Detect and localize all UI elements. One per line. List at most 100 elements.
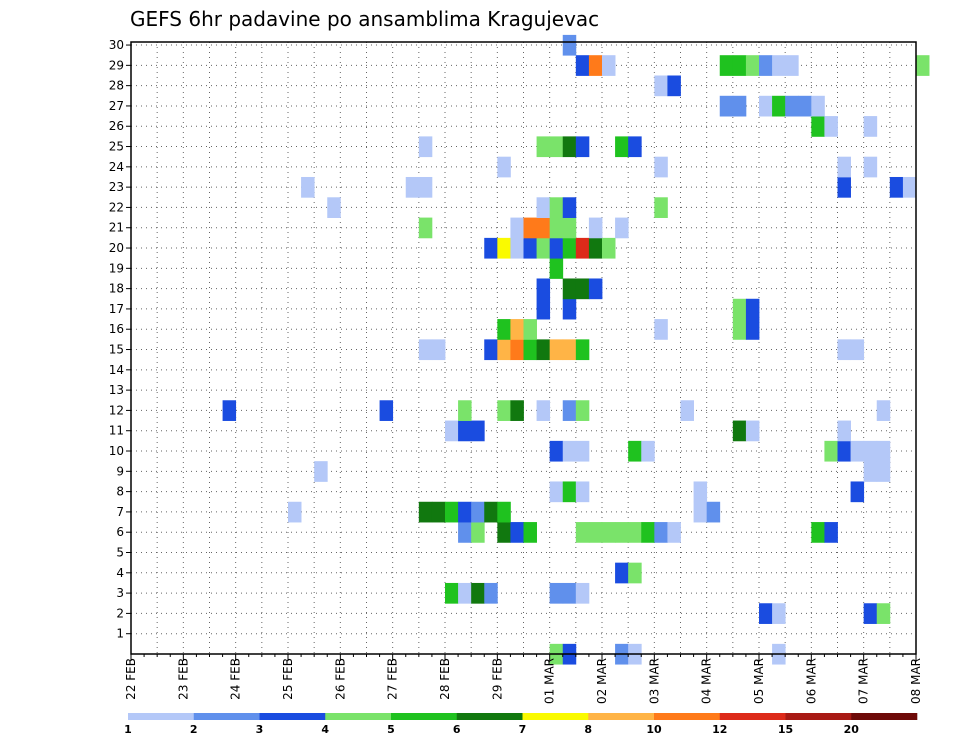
data-cell <box>497 501 511 523</box>
data-cell <box>745 420 760 442</box>
data-cell <box>510 319 524 340</box>
data-cell <box>575 55 590 76</box>
data-cell <box>732 95 747 117</box>
data-cell <box>628 562 642 584</box>
y-tick-label: 24 <box>109 160 124 174</box>
y-tick-label: 22 <box>109 200 124 214</box>
x-tick-label: 22 FEB <box>124 658 138 700</box>
data-cell <box>562 278 577 300</box>
data-cell <box>837 176 851 198</box>
data-cell <box>471 582 485 604</box>
data-cell <box>471 522 485 543</box>
x-tick-label: 06 MAR <box>804 658 818 704</box>
data-cell <box>732 55 747 76</box>
legend-label: 3 <box>256 723 264 736</box>
x-tick-label: 23 FEB <box>176 658 190 700</box>
data-cell <box>536 400 551 421</box>
data-cell <box>863 440 878 462</box>
data-cell <box>327 197 341 218</box>
data-cell <box>615 136 629 158</box>
data-cell <box>510 237 524 259</box>
x-tick-label: 05 MAR <box>752 658 766 704</box>
data-cell <box>811 95 825 117</box>
data-cell <box>876 461 891 482</box>
data-cell <box>575 522 590 543</box>
y-tick-label: 3 <box>116 586 124 600</box>
data-cell <box>575 582 590 604</box>
data-cell <box>445 501 459 523</box>
data-cell <box>549 237 564 259</box>
data-cell <box>654 197 668 218</box>
data-cell <box>549 136 564 158</box>
data-cell <box>549 481 564 503</box>
data-cell <box>772 55 786 76</box>
data-cell <box>863 116 878 137</box>
y-tick-label: 10 <box>109 444 124 458</box>
data-cell <box>536 237 551 259</box>
y-tick-label: 1 <box>116 627 124 641</box>
legend-swatch <box>785 713 852 720</box>
legend-label: 7 <box>519 723 527 736</box>
x-tick-label: 02 MAR <box>595 658 609 704</box>
data-cell <box>497 522 511 543</box>
legend-label: 8 <box>584 723 592 736</box>
color-legend: 1 2 3 4 5 6 7 8 10 12 15 20 <box>124 713 918 736</box>
y-tick-label: 28 <box>109 79 124 93</box>
data-cell <box>588 522 603 543</box>
data-cell <box>418 217 433 239</box>
data-cell <box>497 400 511 421</box>
data-cell <box>837 156 851 178</box>
data-cell <box>850 339 865 361</box>
x-tick-label: 03 MAR <box>647 658 661 704</box>
data-cell <box>484 501 498 523</box>
data-cell <box>301 176 315 198</box>
y-tick-label: 9 <box>116 464 124 478</box>
data-cell <box>693 501 708 523</box>
data-cell <box>641 522 655 543</box>
legend-label: 1 <box>124 723 132 736</box>
data-cell <box>418 501 433 523</box>
data-cell <box>641 440 655 462</box>
data-cell <box>549 339 564 361</box>
legend-swatch <box>456 713 523 720</box>
data-cell <box>575 136 590 158</box>
y-tick-label: 12 <box>109 403 124 417</box>
data-cell <box>916 55 930 76</box>
data-cell <box>458 522 472 543</box>
data-cell <box>510 217 524 239</box>
data-cell <box>523 217 537 239</box>
data-cell <box>471 501 485 523</box>
y-tick-label: 6 <box>116 525 124 539</box>
legend-label: 4 <box>321 723 329 736</box>
data-cell <box>693 481 708 503</box>
data-cell <box>484 237 498 259</box>
data-cell <box>876 400 891 421</box>
data-cell <box>719 55 734 76</box>
legend-swatch <box>522 713 589 720</box>
data-cell <box>772 95 786 117</box>
data-cell <box>798 95 812 117</box>
data-cell <box>288 501 302 523</box>
data-cell <box>706 501 721 523</box>
data-cell <box>523 319 537 340</box>
x-tick-label: 27 FEB <box>386 658 400 700</box>
data-cell <box>549 440 564 462</box>
data-cell <box>405 176 420 198</box>
data-cell <box>824 522 838 543</box>
y-tick-label: 7 <box>116 505 124 519</box>
y-tick-label: 20 <box>109 241 124 255</box>
data-cell <box>458 400 472 421</box>
data-cell <box>811 522 825 543</box>
y-tick-label: 2 <box>116 606 124 620</box>
data-cell <box>745 55 760 76</box>
y-tick-label: 17 <box>109 302 124 316</box>
legend-swatch <box>391 713 458 720</box>
x-tick-label: 28 FEB <box>438 658 452 700</box>
y-tick-label: 8 <box>116 485 124 499</box>
data-cell <box>902 176 917 198</box>
data-cell <box>863 461 878 482</box>
y-tick-label: 30 <box>109 38 124 52</box>
data-cell <box>588 278 603 300</box>
legend-swatch <box>128 713 195 720</box>
y-tick-label: 16 <box>109 322 124 336</box>
